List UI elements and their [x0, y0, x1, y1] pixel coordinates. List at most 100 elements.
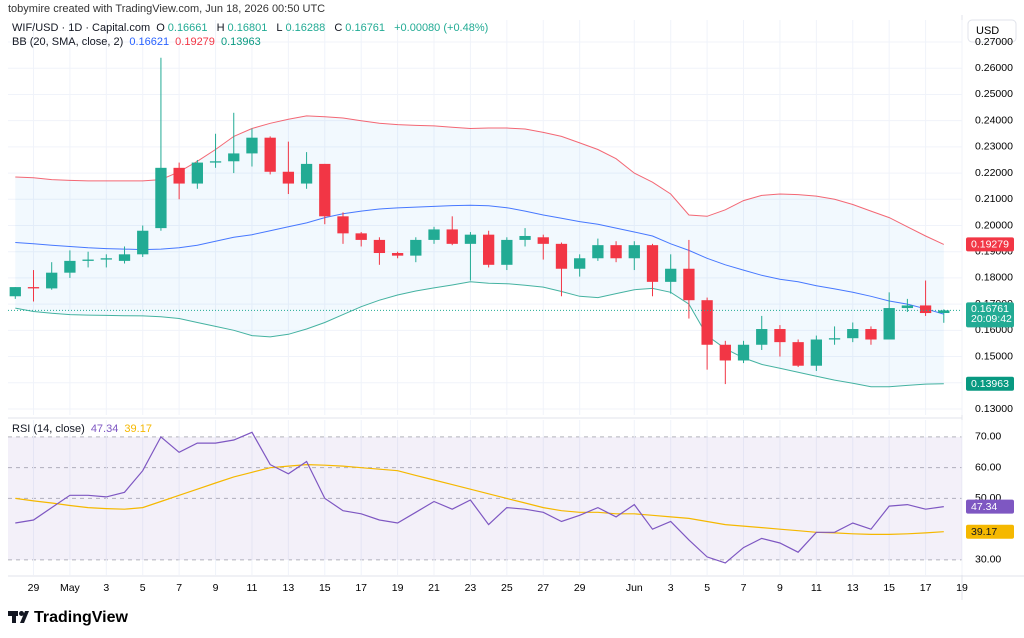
y-tick-label: 0.15000	[975, 350, 1013, 362]
x-tick-label: 9	[213, 582, 219, 594]
x-tick-label: 19	[956, 582, 968, 594]
candle-body	[828, 338, 841, 340]
y-tick-label: 0.27000	[975, 36, 1013, 48]
legend-key: O	[156, 22, 165, 34]
upper-tag-label: 0.19279	[971, 239, 1009, 251]
rsi0-tag	[966, 499, 1014, 514]
band-basis	[15, 204, 944, 315]
x-tick-label: May	[60, 582, 81, 594]
x-tick-label: 25	[501, 582, 513, 594]
y-tick-label: 0.22000	[975, 167, 1013, 179]
candle-body	[482, 234, 495, 265]
candle-body	[64, 260, 76, 273]
candle-body	[537, 237, 549, 244]
x-tick-label: 29	[574, 582, 586, 594]
x-tick-label: 19	[392, 582, 404, 594]
y-tick-label: 0.13000	[975, 403, 1013, 415]
candle-body	[209, 161, 222, 163]
y-tick-label: 0.18000	[975, 272, 1013, 284]
candle-body	[683, 268, 695, 301]
band-upper	[15, 115, 945, 245]
candle-body	[810, 339, 822, 366]
candle-body	[555, 243, 568, 269]
candle-body	[228, 153, 240, 162]
candle-body	[373, 239, 386, 254]
logo-icon	[8, 611, 29, 623]
candle-body	[464, 234, 477, 244]
x-tick-label: 5	[140, 582, 146, 594]
band-lower	[15, 281, 944, 388]
y-tick-label: 0.21000	[975, 193, 1013, 205]
x-tick-label: 9	[777, 582, 783, 594]
y-tick-label: 0.24000	[975, 114, 1013, 126]
marks	[8, 57, 962, 564]
rsi-legend: RSI (14, close) 47.34 39.17	[12, 423, 155, 435]
legend-value: 0.16661	[167, 22, 208, 34]
candle-body	[665, 268, 677, 282]
y-tick-label: 30.00	[975, 554, 1001, 566]
bb-name: BB (20, SMA, close, 2)	[12, 36, 124, 48]
candle-body	[391, 253, 404, 256]
x-tick-label: 15	[883, 582, 895, 594]
candle-body	[155, 167, 167, 229]
rsi-line	[15, 431, 944, 564]
candle-body	[574, 258, 586, 269]
bb-legend: BB (20, SMA, close, 2) 0.16621 0.19279 0…	[12, 36, 264, 48]
candle-body	[173, 167, 185, 184]
candle-body	[446, 229, 458, 244]
bb-upper-value: 0.19279	[175, 36, 215, 48]
y-tick-label: 60.00	[975, 461, 1001, 473]
candle-body	[938, 310, 950, 314]
candle-body	[610, 245, 622, 259]
legend-value: 0.16288	[285, 22, 326, 34]
x-tick-label: 13	[847, 582, 859, 594]
legend-value: 0.16801	[227, 22, 268, 34]
lower-tag-label: 0.13963	[971, 378, 1009, 390]
rsi-name: RSI (14, close)	[12, 423, 85, 435]
candle-body	[519, 235, 531, 240]
legend-key: C	[334, 22, 343, 34]
candle-body	[865, 329, 877, 340]
candle-body	[628, 245, 640, 259]
currency-box[interactable]	[967, 19, 1017, 43]
legend-value: 0.16761	[345, 22, 386, 34]
y-tick-label: 70.00	[975, 431, 1001, 443]
rsi-band	[8, 436, 962, 560]
candle-body	[319, 163, 331, 217]
candle-body	[337, 216, 349, 234]
last-price-tag	[966, 302, 1014, 328]
price-legend: WIF/USD · 1D · Capital.com O 0.16661 H 0.1…	[12, 22, 491, 34]
x-tick-label: 11	[811, 582, 822, 594]
legend-key: H	[216, 22, 225, 34]
x-tick-label: 29	[28, 582, 40, 594]
candle-body	[883, 308, 895, 340]
x-tick-label: 11	[247, 582, 258, 594]
x-tick-label: 17	[920, 582, 932, 594]
candle-body	[137, 230, 149, 255]
band-fill	[15, 115, 944, 387]
rsi1-tag	[966, 524, 1014, 539]
candle-body	[27, 287, 40, 289]
rsi1-tag-label: 39.17	[971, 526, 997, 538]
candle-body	[901, 305, 914, 309]
logo-text: TradingView	[34, 609, 129, 626]
x-tick-label: Jun	[626, 582, 643, 594]
y-tick-label: 0.20000	[975, 219, 1013, 231]
legend-change: +0.00080 (+0.48%)	[394, 22, 489, 34]
y-tick-label: 0.26000	[975, 62, 1013, 74]
x-tick-label: 21	[428, 582, 440, 594]
candle-body	[355, 233, 367, 240]
candle-body	[792, 342, 804, 366]
candle-body	[719, 344, 731, 361]
x-tick-label: 7	[741, 582, 747, 594]
candle-body	[737, 344, 750, 361]
candle-body	[46, 272, 58, 289]
x-tick-label: 27	[537, 582, 549, 594]
x-tick-label: 5	[704, 582, 710, 594]
x-tick-label: 3	[103, 582, 109, 594]
rsi-line	[15, 463, 944, 535]
candle-body	[774, 329, 786, 343]
x-tick-label: 17	[355, 582, 367, 594]
